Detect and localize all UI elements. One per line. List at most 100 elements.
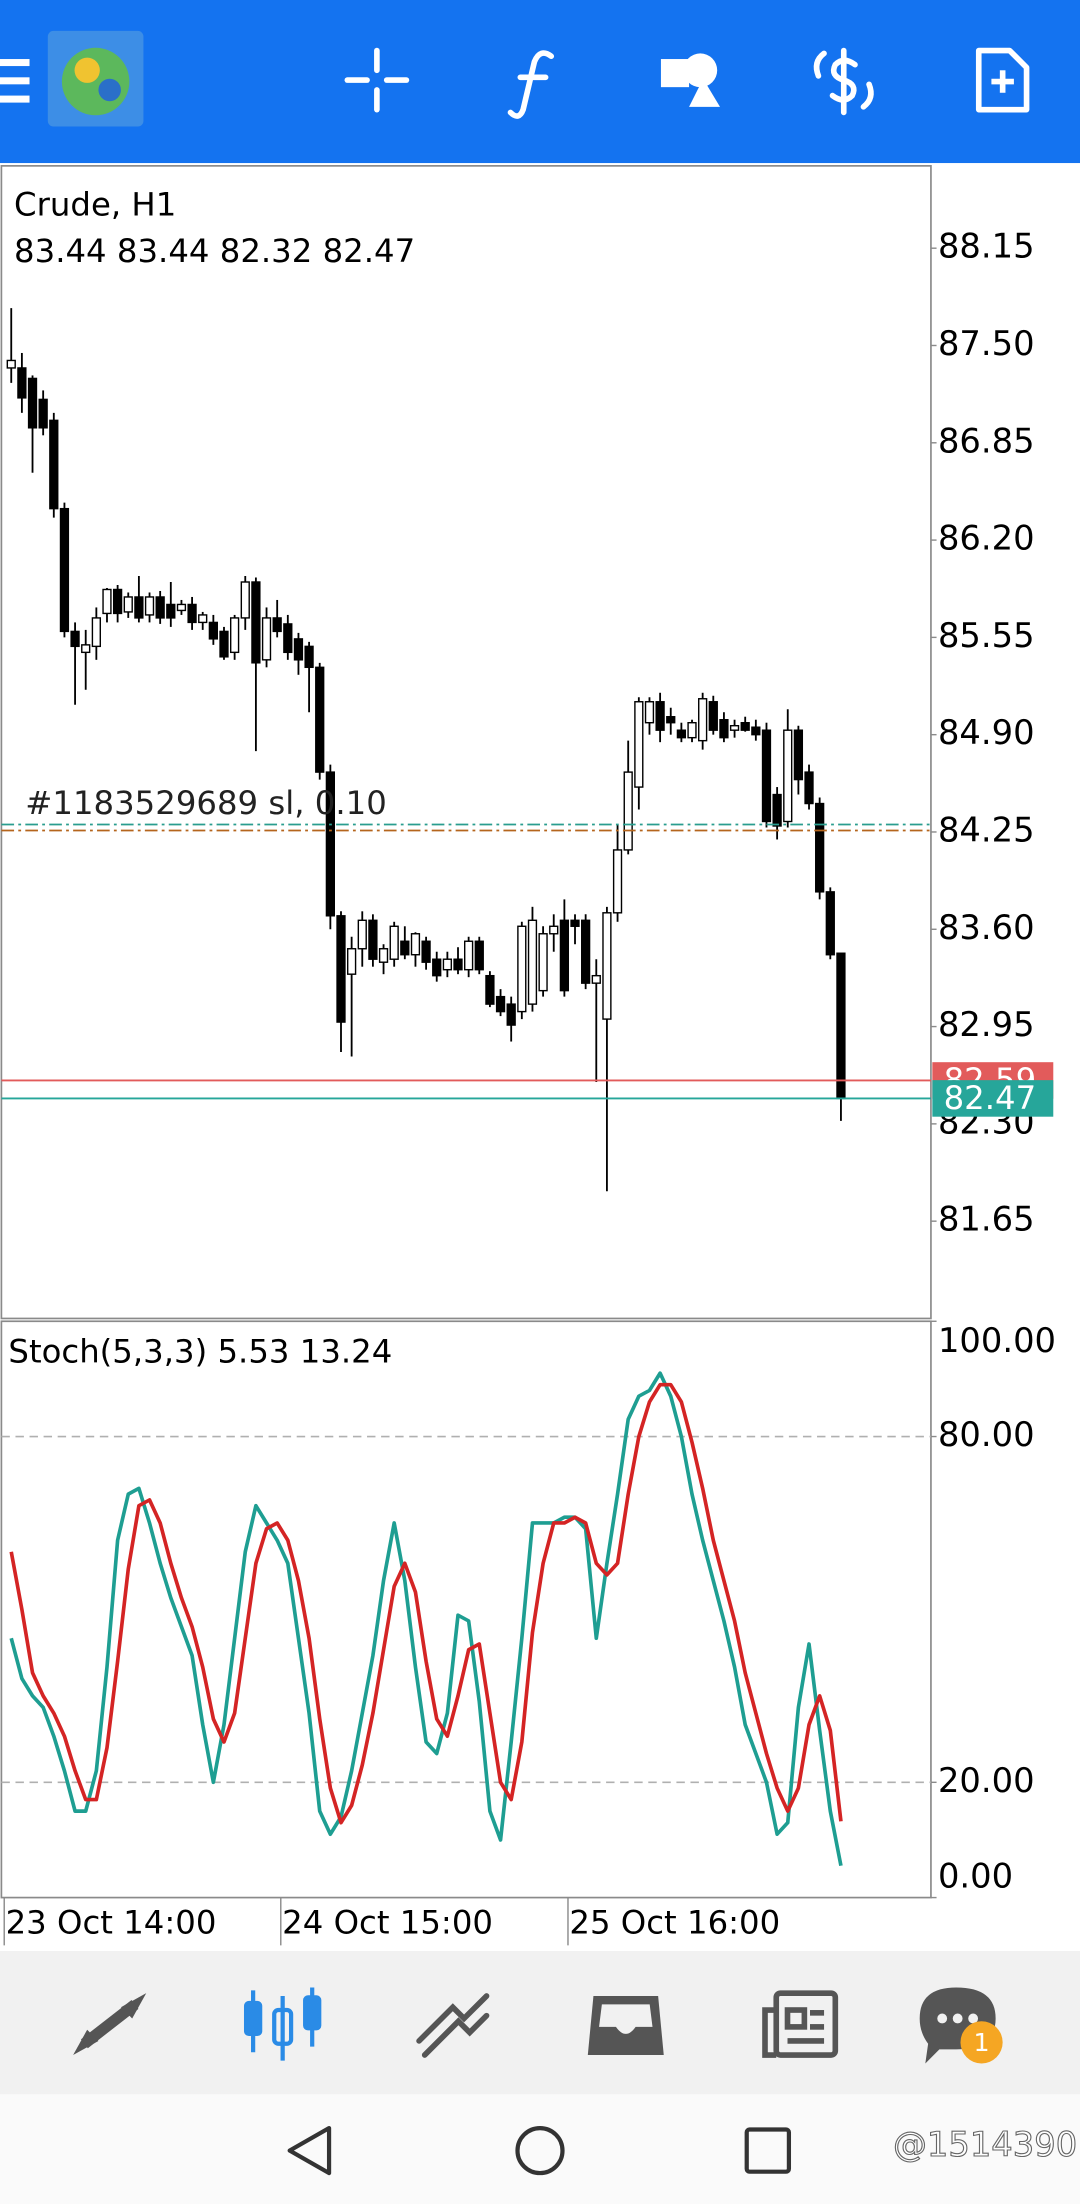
candle-body	[357, 919, 367, 950]
candle-body	[91, 617, 101, 648]
candle-body	[325, 771, 336, 917]
stoch-line	[9, 1382, 843, 1825]
candle-body	[27, 377, 38, 429]
candle-body	[251, 581, 261, 664]
x-tick-label: 25 Oct 16:00	[569, 1903, 780, 1941]
x-tick-label: 23 Oct 14:00	[6, 1903, 217, 1941]
candle-body	[261, 617, 272, 661]
chat-tab[interactable]: 1	[919, 1987, 1003, 2064]
quotes-tab[interactable]	[73, 1993, 147, 2056]
candle-body	[38, 398, 48, 429]
candle-body	[581, 919, 591, 984]
candle-body	[729, 724, 740, 731]
y-tick-label: 84.90	[938, 713, 1035, 752]
candle-body	[208, 621, 218, 640]
candle-body	[485, 974, 495, 1005]
news-tab[interactable]	[762, 1990, 839, 2058]
y-tick-label: 88.15	[938, 227, 1035, 266]
candle-body	[719, 719, 729, 739]
trade-button[interactable]	[813, 47, 874, 116]
candle-body	[336, 915, 346, 1023]
candle-body	[421, 940, 431, 963]
home-button[interactable]	[515, 2125, 565, 2176]
candle-body	[198, 614, 208, 624]
badge	[960, 2021, 1003, 2064]
trade-tab[interactable]	[416, 1993, 490, 2058]
app-logo[interactable]	[47, 30, 144, 127]
order-label: #1183529689 sl, 0.10	[25, 784, 386, 822]
candle-body	[315, 666, 325, 773]
stoch-line	[9, 1371, 843, 1867]
candle-body	[815, 802, 825, 893]
logo-figure	[74, 57, 100, 83]
candle-body	[634, 701, 644, 788]
y-tick-label: 81.65	[938, 1200, 1035, 1239]
candle-body	[155, 596, 165, 619]
y-tick-label: 80.00	[938, 1415, 1035, 1454]
icon-stroke	[813, 50, 827, 79]
candle-body	[687, 722, 697, 739]
chart-tab[interactable]	[243, 1987, 322, 2061]
back-button[interactable]	[287, 2125, 332, 2176]
top-bar	[0, 0, 1080, 164]
objects-button[interactable]	[660, 53, 720, 107]
candle-body	[836, 952, 846, 1100]
candle-body	[591, 974, 601, 984]
candle-body	[49, 419, 59, 510]
y-tick-label: 100.00	[938, 1321, 1056, 1360]
icon-shape	[272, 2007, 294, 2046]
menu-bar	[0, 77, 30, 85]
x-tick-label: 24 Oct 15:00	[282, 1903, 493, 1941]
logo-globe	[61, 47, 130, 116]
menu-bar	[0, 95, 30, 103]
recents-button[interactable]	[744, 2127, 792, 2174]
candle-body	[761, 729, 772, 823]
candle-body	[495, 995, 506, 1013]
candle-body	[442, 958, 453, 971]
candle-body	[708, 701, 718, 731]
candle-body	[144, 596, 155, 616]
icon-stroke	[507, 50, 555, 119]
chart-layer: Crude, H1 83.44 83.44 82.32 82.47 88.15 87.…	[1, 186, 1056, 1946]
y-tick-label: 20.00	[938, 1761, 1035, 1800]
indicators-button[interactable]	[507, 50, 555, 119]
candle-body	[272, 617, 282, 633]
candle-body	[123, 596, 133, 613]
candle-body	[698, 698, 708, 742]
crosshair-button[interactable]	[344, 47, 410, 113]
icon-stroke	[773, 1990, 839, 2058]
candle-body	[676, 729, 687, 739]
menu-button[interactable]	[0, 59, 30, 103]
price-tag	[932, 1080, 1054, 1117]
candle-body	[517, 925, 527, 1013]
history-tab[interactable]	[587, 1995, 664, 2056]
candle-body	[112, 588, 123, 615]
candle-body	[400, 940, 410, 956]
candle-body	[453, 958, 463, 971]
candle-body	[793, 729, 804, 781]
candle-body	[378, 948, 389, 963]
candle-body	[368, 919, 378, 960]
system-nav	[0, 2094, 1080, 2204]
y-tick-label: 87.50	[938, 324, 1035, 363]
candle-body	[804, 771, 814, 805]
price-tag-label: 82.47	[944, 1079, 1037, 1117]
candle-body	[283, 623, 293, 654]
new-order-button[interactable]	[975, 47, 1030, 113]
candle-body	[6, 359, 16, 369]
y-tick-label: 86.20	[938, 519, 1035, 558]
watermark: @1514390	[893, 2125, 1077, 2164]
y-tick-label: 0.00	[938, 1856, 1013, 1895]
candle-body	[304, 645, 314, 669]
candle-body	[666, 716, 676, 724]
candle-body	[59, 507, 70, 633]
indicator-title: Stoch(5,3,3) 5.53 13.24	[8, 1333, 392, 1371]
candle-body	[229, 617, 240, 654]
candle-body	[293, 638, 304, 661]
icon-stroke	[421, 2012, 490, 2058]
icon-stroke	[416, 1993, 490, 2044]
candle-body	[389, 925, 399, 960]
